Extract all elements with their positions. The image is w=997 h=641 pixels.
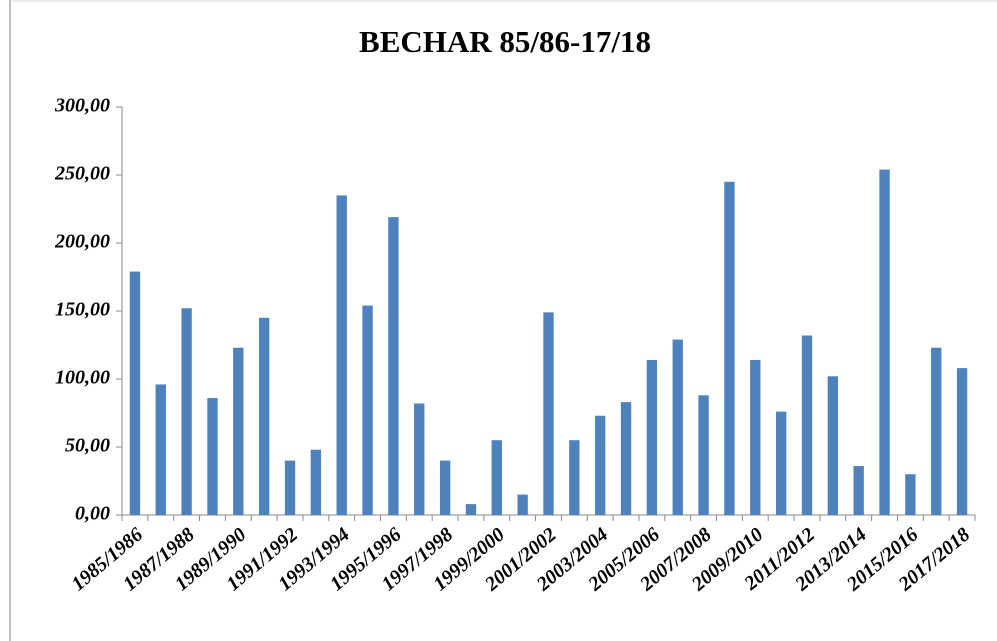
bar (129, 271, 141, 515)
bar (931, 347, 942, 515)
bar (724, 181, 735, 516)
bar (258, 317, 270, 515)
bar (646, 359, 658, 515)
bar (439, 460, 451, 515)
bar (491, 440, 502, 515)
chart-title: BECHAR 85/86-17/18 (359, 24, 651, 59)
bar (879, 169, 890, 515)
bar (905, 474, 916, 515)
y-tick-label: 250,00 (54, 163, 110, 185)
y-tick-label: 150,00 (55, 299, 110, 321)
bar (414, 403, 425, 515)
bar (181, 308, 192, 515)
bar (698, 395, 709, 515)
y-tick-label: 0,00 (75, 503, 110, 525)
y-tick-label: 300,00 (54, 95, 110, 117)
bar (336, 195, 347, 515)
bar (569, 440, 580, 515)
bar (465, 504, 477, 515)
bar (155, 384, 166, 515)
y-tick-label: 100,00 (55, 367, 110, 389)
bar (233, 347, 244, 515)
y-tick-label: 200,00 (54, 231, 110, 253)
bar (207, 398, 218, 515)
y-tick-label: 50,00 (65, 435, 110, 457)
bar (620, 402, 632, 515)
bar (801, 335, 813, 515)
bar (956, 368, 968, 515)
bar (310, 449, 322, 515)
bar (775, 411, 787, 515)
bar (543, 312, 554, 515)
bar (827, 376, 839, 515)
bar (388, 217, 399, 515)
bar (595, 415, 606, 515)
bar (517, 494, 528, 515)
bar (284, 460, 296, 515)
bar (672, 339, 683, 515)
bar (853, 466, 864, 515)
bar (750, 359, 761, 515)
bar (362, 305, 373, 515)
